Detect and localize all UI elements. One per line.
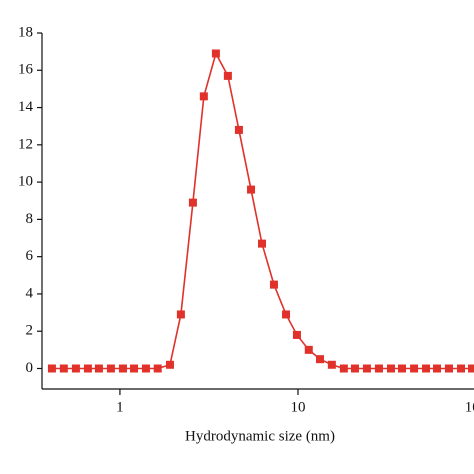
marker	[118, 364, 127, 373]
marker	[130, 364, 139, 373]
marker	[397, 364, 406, 373]
y-tick-label: 16	[18, 62, 34, 78]
marker	[141, 364, 150, 373]
marker	[292, 330, 301, 339]
y-tick-label: 18	[18, 24, 33, 40]
marker	[339, 364, 348, 373]
marker	[444, 364, 453, 373]
marker	[433, 364, 442, 373]
y-tick-label: 14	[18, 99, 34, 115]
y-tick-label: 10	[18, 174, 33, 190]
marker	[94, 364, 103, 373]
y-tick-label: 12	[18, 136, 33, 152]
marker	[71, 364, 80, 373]
marker	[211, 49, 220, 58]
marker	[188, 198, 197, 207]
marker	[350, 364, 359, 373]
marker	[362, 364, 371, 373]
marker	[165, 360, 174, 369]
marker	[422, 364, 431, 373]
marker	[176, 310, 185, 319]
marker	[223, 71, 232, 80]
marker	[457, 364, 466, 373]
marker	[282, 310, 291, 319]
marker	[106, 364, 115, 373]
y-tick-label: 8	[26, 211, 34, 227]
x-tick-label: 10	[290, 399, 305, 415]
series-line	[51, 51, 473, 370]
x-tick-label: 100	[465, 399, 474, 415]
marker	[468, 364, 474, 373]
marker	[153, 364, 162, 373]
marker	[304, 345, 313, 354]
marker	[257, 239, 266, 248]
marker	[199, 92, 208, 101]
x-axis-label: Hydrodynamic size (nm)	[185, 428, 335, 444]
y-tick-label: 6	[26, 248, 34, 264]
y-tick-label: 0	[26, 360, 34, 376]
marker	[59, 364, 68, 373]
y-tick-label: 4	[26, 285, 34, 301]
y-tick-label: 2	[26, 323, 34, 339]
marker	[269, 280, 278, 289]
marker	[386, 364, 395, 373]
marker	[47, 364, 56, 373]
marker	[410, 364, 419, 373]
marker	[234, 125, 243, 134]
marker	[316, 355, 325, 364]
marker	[247, 185, 256, 194]
marker	[374, 364, 383, 373]
marker	[83, 364, 92, 373]
x-tick-label: 1	[116, 399, 124, 415]
marker	[327, 360, 336, 369]
